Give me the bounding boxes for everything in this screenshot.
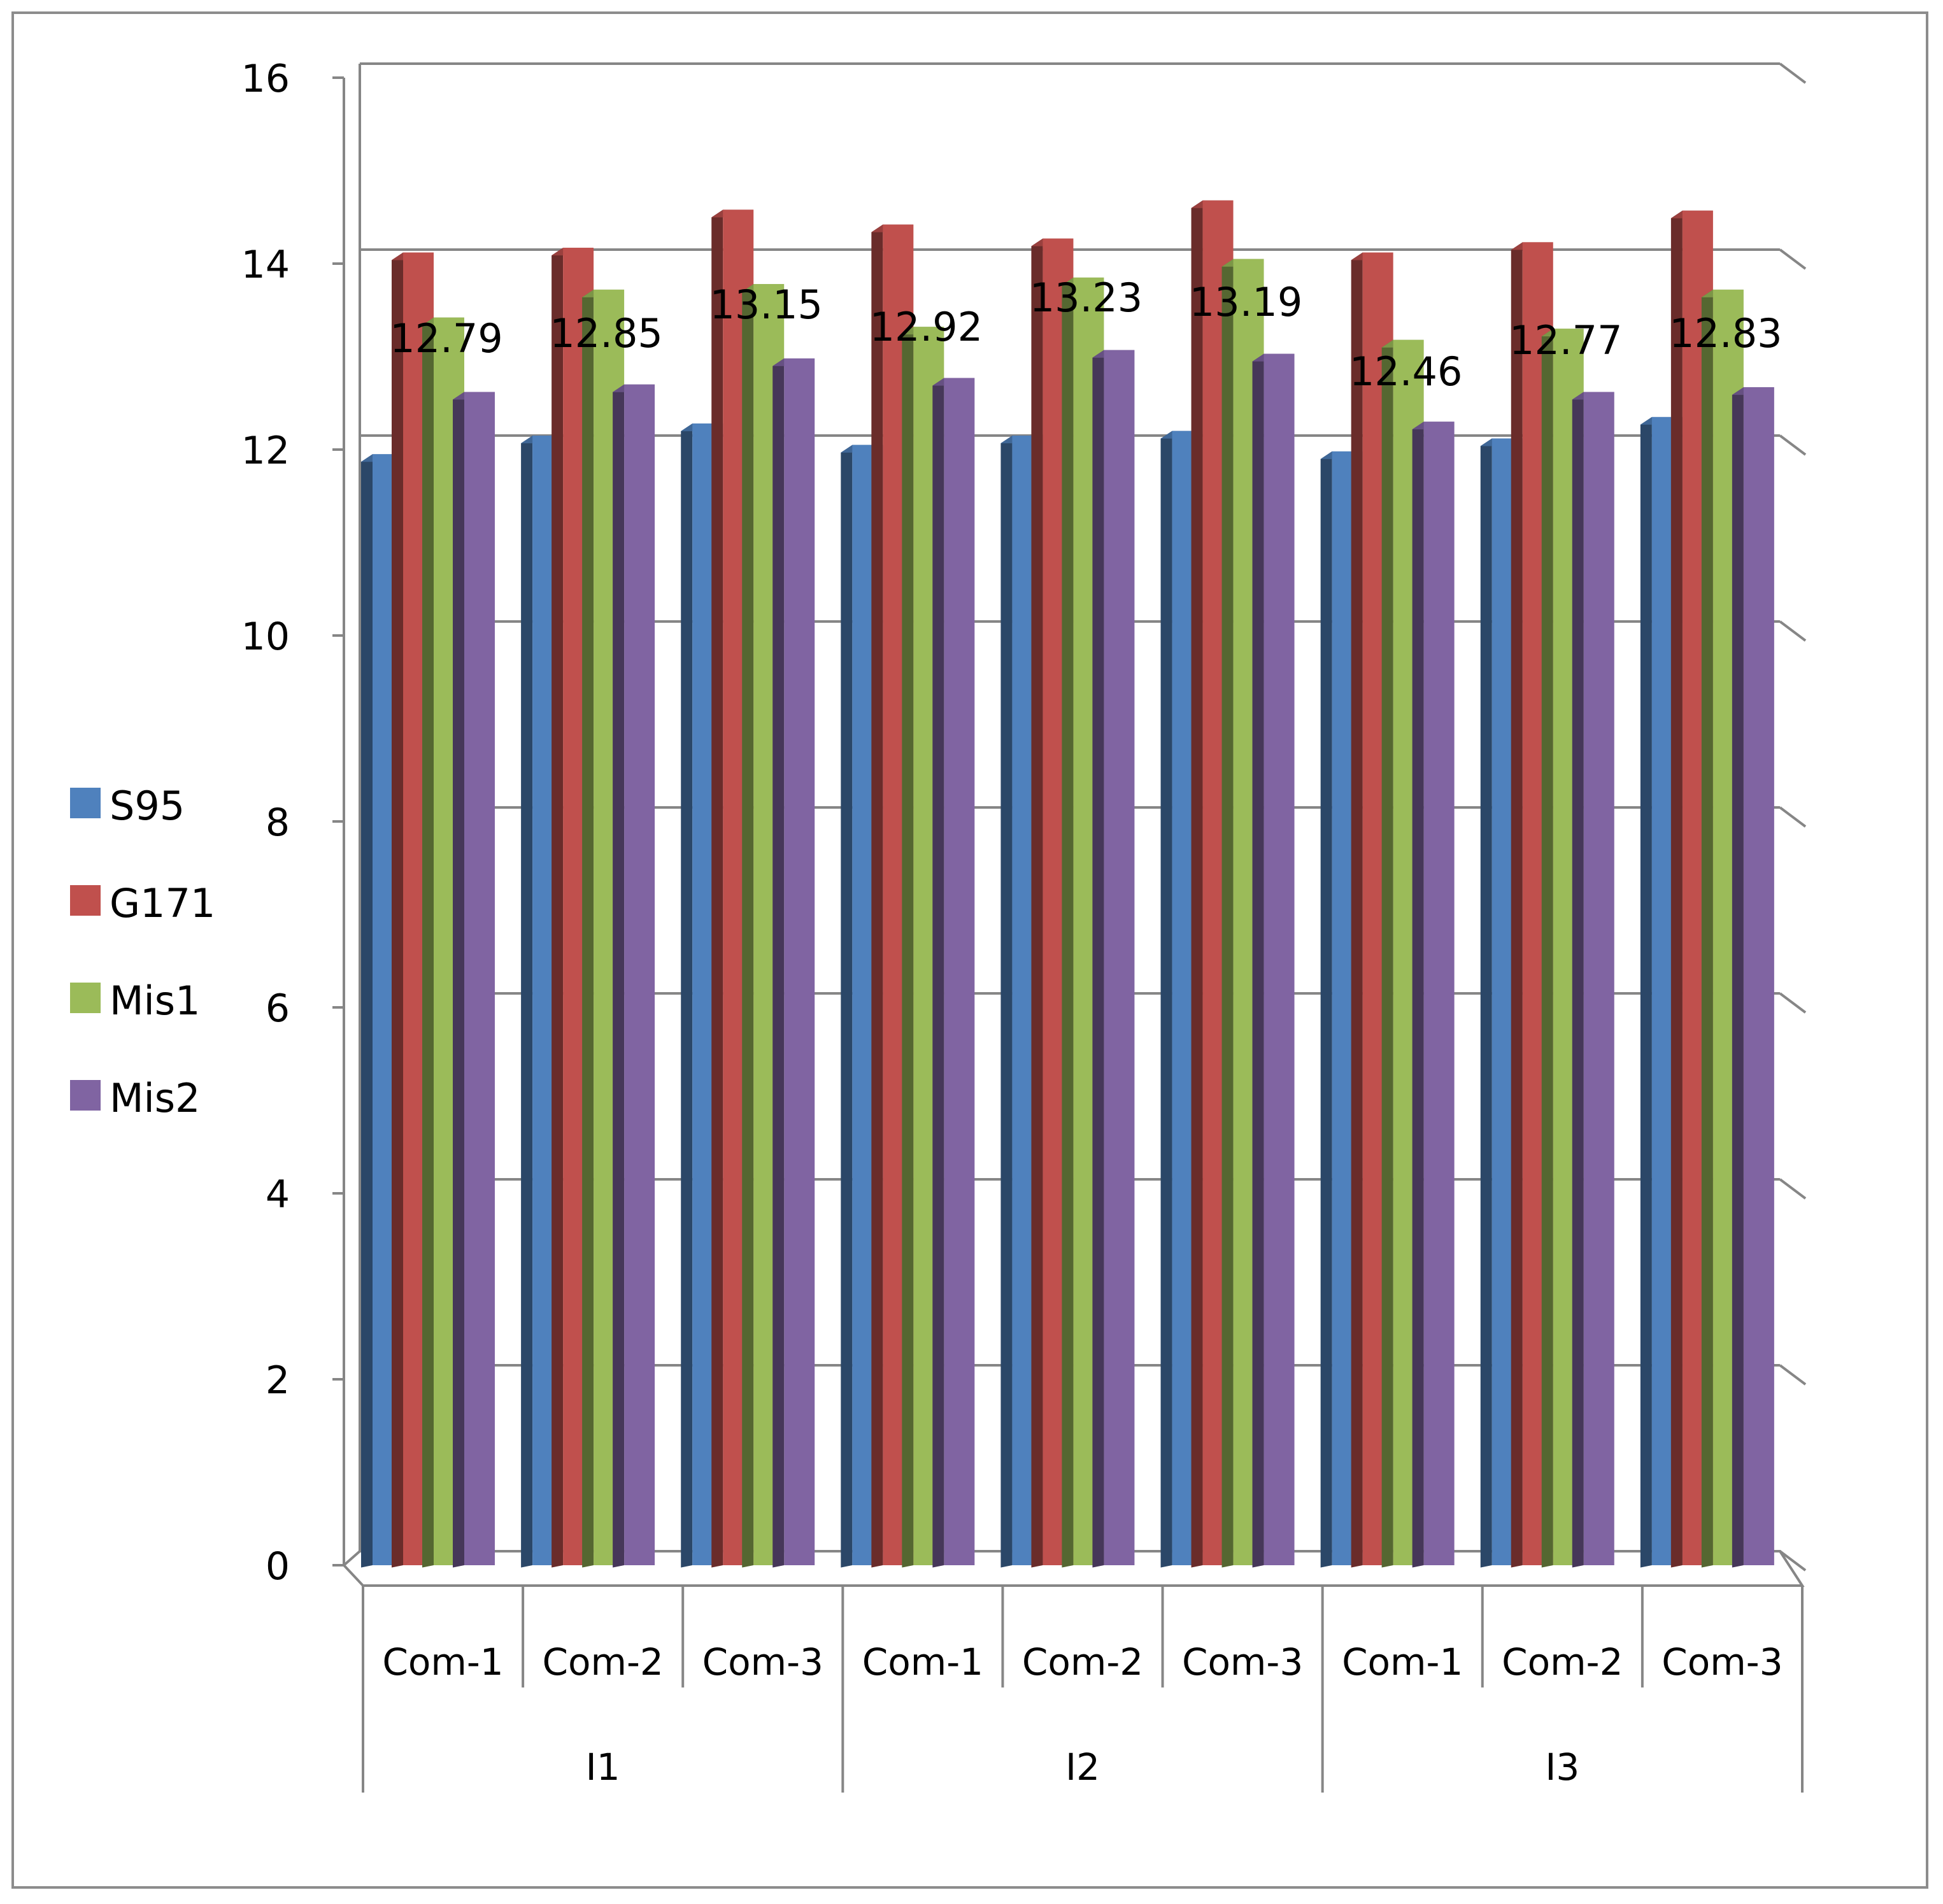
bar-side-G171-5	[1191, 200, 1203, 1568]
y-tick-label-16: 16	[241, 57, 290, 101]
gridline-corner-2	[1779, 1364, 1807, 1386]
data-label-2: 13.15	[709, 281, 823, 328]
x-tick-label-6: Com-1	[1342, 1640, 1463, 1684]
gridline-corner-10	[1779, 620, 1807, 642]
data-label-8: 12.83	[1669, 310, 1783, 357]
bar-Mis2-1	[624, 384, 655, 1565]
bar-Mis2-7	[1583, 392, 1614, 1565]
bar-side-S95-6	[1320, 451, 1332, 1568]
bar-side-Mis2-7	[1572, 392, 1584, 1568]
y-tick-label-0: 0	[266, 1544, 290, 1589]
x-tick-label-2: Com-3	[702, 1640, 823, 1684]
legend-label-Mis1: Mis1	[110, 977, 200, 1024]
bar-side-G171-1	[552, 248, 564, 1568]
bar-side-S95-0	[361, 454, 373, 1568]
data-label-1: 12.85	[550, 310, 663, 357]
bar-side-S95-1	[521, 436, 533, 1568]
legend-label-S95: S95	[110, 783, 185, 829]
bar-side-G171-8	[1670, 210, 1683, 1568]
axes: 0 2 4 6 8 10 12 14 16 Com-1 Com-2 Com-3 Com-1 Com-2 Co…	[241, 57, 1804, 1793]
bar-side-Mis2-4	[1092, 350, 1104, 1568]
bar-side-S95-8	[1640, 416, 1652, 1568]
y-tick-label-8: 8	[266, 800, 290, 845]
bar-side-Mis2-3	[932, 378, 944, 1568]
bar-Mis2-8	[1743, 387, 1774, 1566]
legend-swatch-Mis1	[70, 983, 101, 1013]
x-tick-label-4: Com-2	[1022, 1640, 1143, 1684]
bar-Mis2-3	[944, 378, 975, 1565]
gridline-corner-0	[1779, 1550, 1807, 1572]
bar-side-Mis1-4	[1062, 277, 1074, 1568]
bar-side-Mis1-5	[1221, 259, 1234, 1568]
bar-side-Mis2-0	[453, 392, 464, 1568]
legend-label-Mis2: Mis2	[110, 1075, 200, 1121]
gridline-corner-12	[1779, 434, 1807, 456]
x-tick-label-8: Com-3	[1662, 1640, 1783, 1684]
bar-side-Mis1-8	[1701, 289, 1713, 1568]
data-label-5: 13.19	[1190, 279, 1303, 325]
y-tick-label-4: 4	[266, 1172, 290, 1217]
y-tick-label-6: 6	[266, 986, 290, 1031]
legend-swatch-G171	[70, 885, 101, 916]
y-tick-label-14: 14	[241, 243, 290, 287]
bar-Mis2-0	[464, 392, 495, 1565]
x-tick-label-1: Com-2	[543, 1640, 664, 1684]
bar-side-S95-5	[1160, 430, 1172, 1568]
gridline-corner-8	[1779, 806, 1807, 828]
data-label-3: 12.92	[870, 304, 983, 350]
bar-side-Mis2-8	[1732, 387, 1744, 1568]
gridline-corner-14	[1779, 248, 1807, 270]
bar-side-G171-0	[392, 252, 403, 1568]
bar-side-Mis2-5	[1252, 353, 1264, 1568]
legend-swatch-Mis2	[70, 1080, 101, 1111]
bar-side-G171-4	[1031, 238, 1043, 1568]
data-label-6: 12.46	[1349, 348, 1463, 395]
bar-Mis2-6	[1423, 422, 1455, 1566]
bar-side-Mis1-0	[422, 317, 434, 1568]
bar-side-Mis1-7	[1541, 329, 1553, 1568]
bar-Mis2-2	[784, 358, 815, 1566]
bar-side-G171-2	[711, 210, 723, 1568]
bar-side-Mis1-2	[742, 284, 754, 1568]
bar-side-Mis1-3	[902, 327, 914, 1568]
x-group-label-I3: I3	[1545, 1745, 1579, 1789]
bar-side-G171-7	[1511, 242, 1523, 1568]
gridline-corner-6	[1779, 992, 1807, 1014]
bar-side-S95-4	[1000, 436, 1013, 1568]
bar-side-Mis2-1	[613, 384, 625, 1568]
data-labels: 12.79 12.85 13.15 12.92 13.23 13.19 12.46 12.77…	[390, 274, 1782, 395]
gridline-corner-4	[1779, 1178, 1807, 1200]
x-tick-label-3: Com-1	[862, 1640, 983, 1684]
legend: S95 G171 Mis1 Mis2	[70, 783, 215, 1121]
bar-side-Mis1-1	[582, 289, 594, 1568]
bar-side-Mis2-6	[1412, 422, 1424, 1568]
bar-side-Mis1-6	[1381, 339, 1393, 1568]
bar-side-G171-3	[871, 224, 883, 1568]
x-group-label-I1: I1	[586, 1745, 620, 1789]
bar-side-S95-2	[681, 423, 693, 1568]
x-tick-label-7: Com-2	[1502, 1640, 1623, 1684]
y-tick-label-2: 2	[266, 1358, 290, 1403]
bar-Mis2-4	[1104, 350, 1135, 1565]
y-tick-label-10: 10	[241, 615, 290, 659]
bar-side-S95-3	[841, 444, 853, 1568]
gridline-corner-16	[1779, 62, 1807, 84]
bar-side-G171-6	[1351, 252, 1363, 1568]
legend-swatch-S95	[70, 788, 101, 818]
x-tick-label-5: Com-3	[1182, 1640, 1303, 1684]
legend-label-G171: G171	[110, 880, 215, 927]
data-label-4: 13.23	[1030, 274, 1143, 321]
data-label-0: 12.79	[390, 315, 503, 362]
data-label-7: 12.77	[1509, 317, 1623, 364]
x-group-label-I2: I2	[1065, 1745, 1100, 1789]
bar-side-Mis2-2	[772, 358, 785, 1568]
x-tick-label-0: Com-1	[382, 1640, 503, 1684]
bar-Mis2-5	[1263, 353, 1295, 1565]
bars	[361, 200, 1774, 1568]
y-tick-label-12: 12	[241, 429, 290, 473]
bar-side-S95-7	[1480, 438, 1492, 1568]
